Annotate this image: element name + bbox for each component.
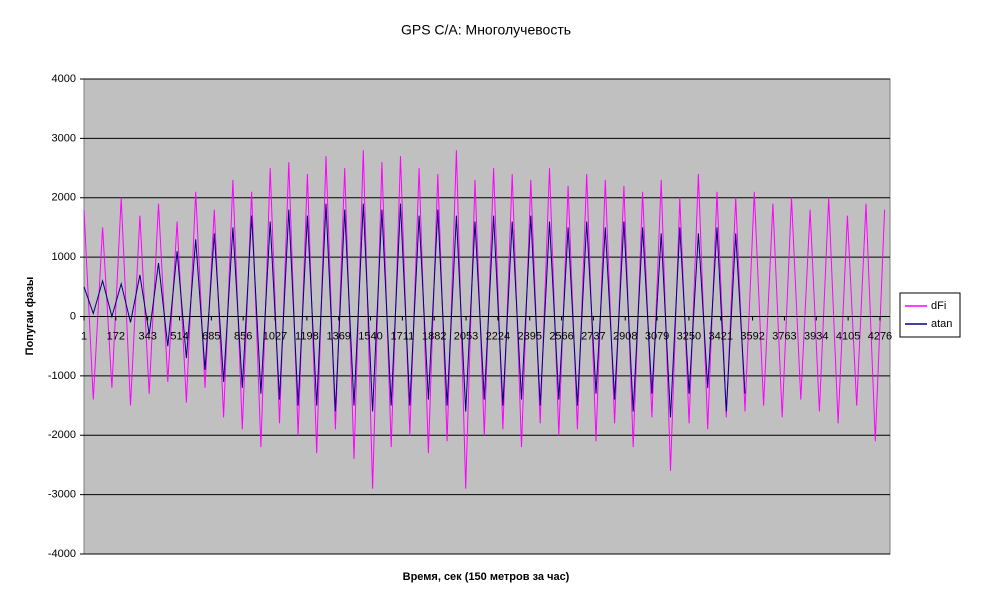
y-tick-label: 3000: [52, 132, 76, 144]
x-tick-label: 1027: [263, 330, 287, 342]
x-tick-label: 3763: [772, 330, 796, 342]
x-tick-label: 3421: [709, 330, 733, 342]
x-axis-title: Время, сек (150 метров за час): [403, 571, 570, 583]
chart-title: GPS C/A: Многолучевость: [401, 22, 571, 38]
y-tick-label: -3000: [48, 489, 76, 501]
x-tick-label: 3079: [645, 330, 669, 342]
x-tick-label: 1711: [391, 330, 415, 342]
x-tick-label: 2053: [454, 330, 478, 342]
x-tick-label: 4105: [836, 330, 860, 342]
y-axis-title: Попугаи фазы: [24, 277, 36, 356]
x-tick-label: 856: [234, 330, 252, 342]
y-tick-label: 2000: [52, 192, 76, 204]
y-tick-label: 1000: [52, 251, 76, 263]
x-tick-label: 1882: [422, 330, 446, 342]
x-tick-label: 2224: [486, 330, 510, 342]
y-tick-label: -2000: [48, 429, 76, 441]
y-tick-label: 4000: [52, 73, 76, 85]
x-tick-label: 2737: [581, 330, 605, 342]
legend: [899, 292, 961, 338]
x-tick-label: 1540: [358, 330, 382, 342]
y-tick-label: -4000: [48, 548, 76, 560]
x-tick-label: 514: [170, 330, 188, 342]
x-tick-label: 343: [138, 330, 156, 342]
x-tick-label: 2395: [517, 330, 541, 342]
x-tick-label: 1: [81, 330, 87, 342]
x-tick-label: 172: [107, 330, 125, 342]
x-tick-label: 4276: [868, 330, 892, 342]
y-tick-label: 0: [70, 310, 76, 322]
x-tick-label: 1369: [326, 330, 350, 342]
x-tick-label: 3592: [740, 330, 764, 342]
y-tick-label: -1000: [48, 370, 76, 382]
x-tick-label: 3934: [804, 330, 828, 342]
x-tick-label: 685: [202, 330, 220, 342]
x-tick-label: 2908: [613, 330, 637, 342]
legend-label: dFi: [931, 300, 946, 312]
x-tick-label: 1198: [295, 330, 319, 342]
legend-label: atan: [931, 318, 952, 330]
x-tick-label: 3250: [677, 330, 701, 342]
series-line: [83, 203, 746, 418]
x-tick-label: 2566: [549, 330, 573, 342]
